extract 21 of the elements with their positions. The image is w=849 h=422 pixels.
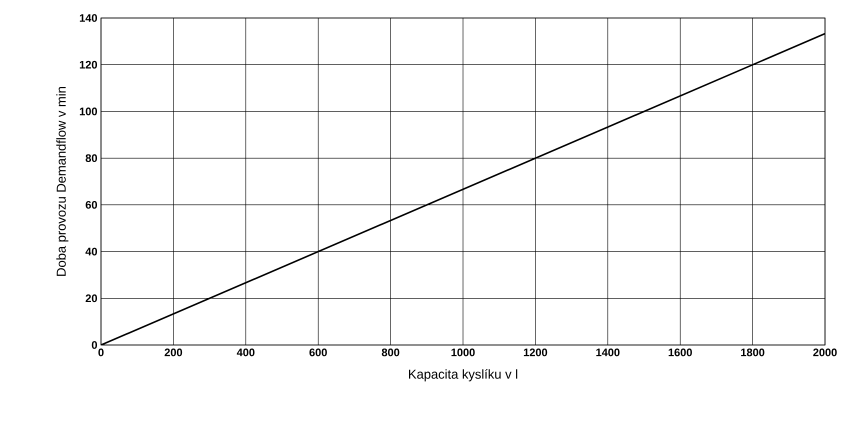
y-tick-label: 80 bbox=[86, 154, 98, 162]
y-tick-label: 100 bbox=[80, 108, 98, 116]
x-tick-label: 800 bbox=[382, 348, 400, 356]
y-axis-title: Doba provozu Demandflow v min bbox=[56, 87, 68, 276]
y-tick-label: 0 bbox=[92, 341, 98, 349]
y-tick-label: 140 bbox=[80, 14, 98, 22]
x-tick-label: 2000 bbox=[813, 348, 837, 356]
x-axis-title: Kapacita kyslíku v l bbox=[409, 369, 518, 382]
x-tick-label: 1200 bbox=[524, 348, 548, 356]
y-tick-label: 20 bbox=[86, 294, 98, 302]
x-tick-label: 0 bbox=[98, 348, 104, 356]
x-tick-label: 600 bbox=[309, 348, 327, 356]
y-tick-label: 60 bbox=[86, 200, 98, 209]
y-tick-label: 40 bbox=[85, 248, 98, 256]
x-tick-label: 1800 bbox=[741, 348, 764, 356]
x-tick-label: 1400 bbox=[596, 348, 620, 356]
x-tick-label: 1000 bbox=[452, 348, 475, 356]
y-tick-label: 120 bbox=[80, 60, 98, 69]
x-tick-label: 1600 bbox=[668, 348, 692, 356]
x-tick-label: 200 bbox=[164, 348, 182, 356]
x-tick-label: 400 bbox=[236, 348, 254, 356]
